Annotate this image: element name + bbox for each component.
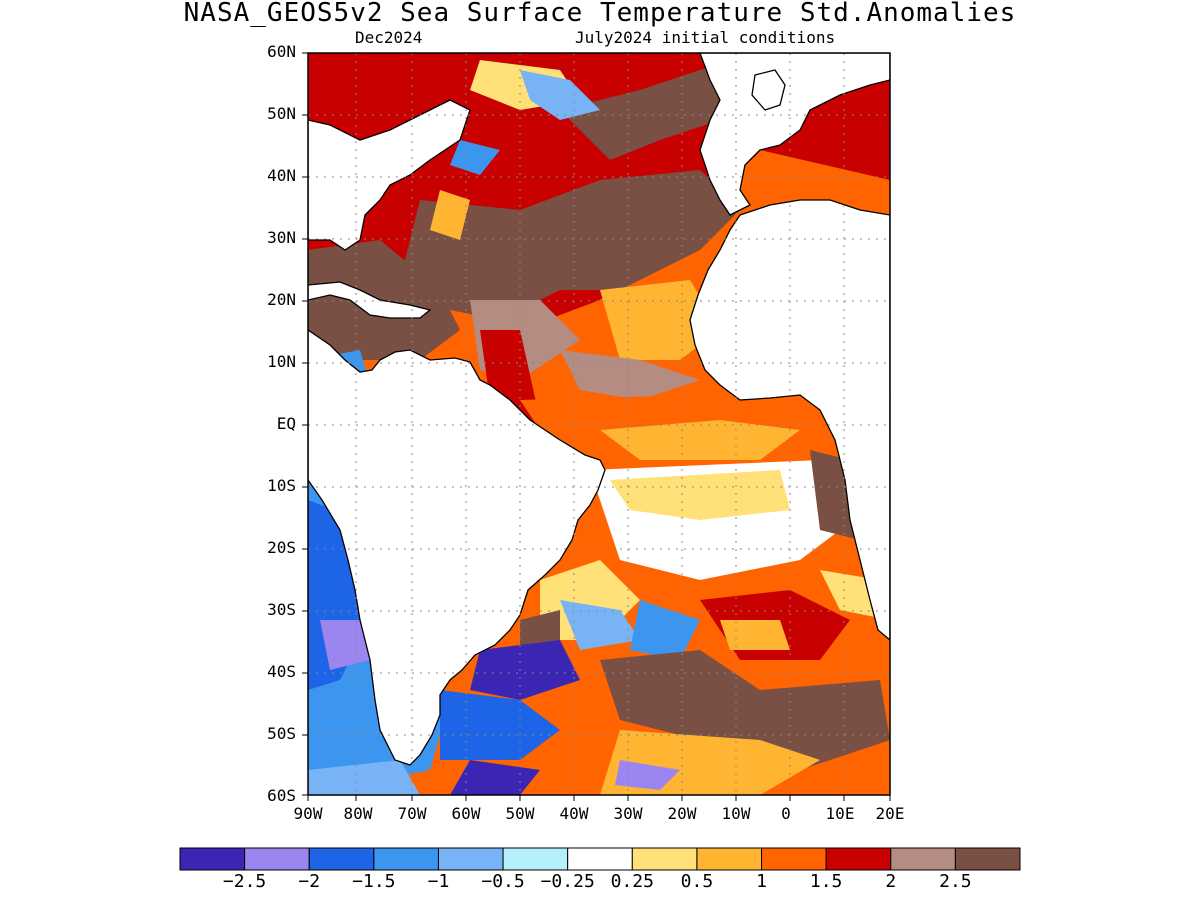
coastline-map xyxy=(308,53,890,766)
lat-tick-label: 60S xyxy=(267,786,296,805)
colorbar-tick-label: −0.25 xyxy=(540,871,595,892)
initial-conditions: July2024 initial conditions xyxy=(575,28,836,47)
colorbar-tick-label: −1 xyxy=(427,871,450,892)
colorbar-tick-label: −1.5 xyxy=(352,871,396,892)
colorbar-swatch xyxy=(567,847,633,871)
lat-tick-label: 50S xyxy=(267,724,296,743)
lat-tick-label: 30N xyxy=(267,228,296,247)
colorbar-tick-label: −2.5 xyxy=(222,871,267,892)
lon-tick-label: 60W xyxy=(451,804,481,823)
colorbar-swatch xyxy=(244,847,310,871)
lon-tick-label: 10E xyxy=(825,804,855,823)
colorbar-swatch xyxy=(696,847,763,871)
colorbar xyxy=(179,847,1021,871)
lon-tick-label: 10W xyxy=(721,804,751,823)
colorbar-swatch xyxy=(825,847,892,871)
map-title: NASA_GEOS5v2 Sea Surface Temperature Std… xyxy=(183,0,1017,28)
colorbar-tick-label: −2 xyxy=(298,871,321,892)
colorbar-tick-label: 2 xyxy=(885,871,897,892)
lon-tick-label: 90W xyxy=(293,804,323,823)
lat-tick-label: 60N xyxy=(267,42,296,61)
lat-tick-label: 20N xyxy=(267,290,296,309)
colorbar-tick-label: 0.5 xyxy=(680,871,714,892)
lon-tick-label: 0 xyxy=(781,804,791,823)
colorbar-tick-label: 2.5 xyxy=(939,871,972,892)
lon-tick-label: 20E xyxy=(875,804,905,823)
lat-tick-label: 10S xyxy=(267,476,296,495)
colorbar-swatch xyxy=(437,847,504,871)
lon-tick-label: 50W xyxy=(505,804,535,823)
lat-tick-label: 50N xyxy=(267,104,296,123)
axis-ticks xyxy=(302,52,891,801)
colorbar-swatch xyxy=(761,847,827,871)
lon-tick-label: 80W xyxy=(343,804,373,823)
colorbar-swatch xyxy=(890,847,956,871)
forecast-month: Dec2024 xyxy=(355,28,423,47)
colorbar-swatch xyxy=(954,847,1021,871)
lat-tick-label: 10N xyxy=(267,352,296,371)
colorbar-tick-label: 1.5 xyxy=(809,871,843,892)
colorbar-swatch xyxy=(631,847,698,871)
colorbar-swatch xyxy=(373,847,439,871)
colorbar-tick-label: −0.5 xyxy=(481,871,525,892)
lat-tick-label: 40N xyxy=(267,166,296,185)
lat-tick-label: EQ xyxy=(276,414,296,433)
map-border xyxy=(307,52,891,796)
grid-lines xyxy=(308,53,890,795)
colorbar-swatch xyxy=(308,847,375,871)
colorbar-swatch xyxy=(179,847,246,871)
lon-tick-label: 30W xyxy=(613,804,643,823)
lat-tick-label: 30S xyxy=(267,600,296,619)
lon-tick-label: 70W xyxy=(397,804,427,823)
colorbar-tick-label: 1 xyxy=(756,871,767,892)
lat-tick-label: 40S xyxy=(267,662,296,681)
lon-tick-label: 20W xyxy=(667,804,697,823)
lon-tick-label: 40W xyxy=(559,804,589,823)
colorbar-tick-label: 0.25 xyxy=(610,871,654,892)
lat-tick-label: 20S xyxy=(267,538,296,557)
colorbar-swatch xyxy=(502,847,569,871)
